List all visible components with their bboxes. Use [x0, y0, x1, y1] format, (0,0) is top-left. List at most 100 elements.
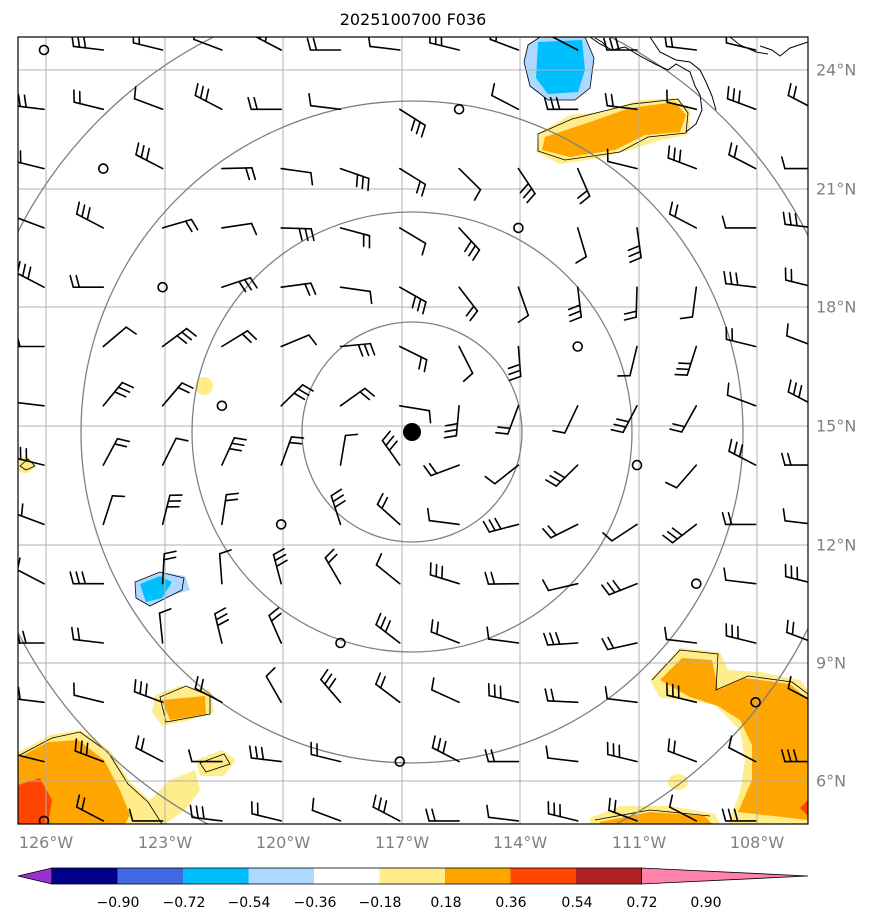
wind-barb	[787, 675, 808, 700]
wind-barb	[330, 488, 346, 526]
wind-barb	[161, 494, 183, 526]
wind-barb	[606, 741, 638, 763]
wind-barb	[550, 37, 579, 51]
wind-barb	[248, 745, 283, 763]
wind-barb	[542, 523, 579, 539]
wind-barb	[69, 571, 105, 585]
wind-barb	[723, 270, 757, 289]
wind-barb	[576, 167, 591, 205]
wind-barb	[311, 797, 342, 822]
colorbar-segment	[314, 868, 380, 884]
wind-barb	[272, 547, 288, 585]
wind-barb	[221, 437, 247, 466]
wind-barb	[71, 626, 105, 644]
calm-wind-marker	[690, 578, 702, 590]
wind-barb	[398, 108, 426, 138]
wind-barb	[627, 227, 642, 264]
wind-barb	[221, 222, 258, 236]
wind-barb	[482, 517, 520, 533]
wind-barb	[602, 523, 638, 542]
colorbar-segment	[117, 868, 183, 884]
wind-barb	[18, 260, 45, 289]
lat-label-18n: 18°N	[816, 297, 857, 317]
wind-barb	[18, 503, 45, 526]
cbar-label-1: −0.72	[162, 895, 206, 911]
wind-barb	[786, 619, 808, 642]
wind-barb	[547, 800, 579, 822]
wind-barb	[721, 215, 757, 229]
wind-barb	[268, 607, 283, 644]
wind-barb	[666, 89, 698, 111]
wind-barb	[601, 579, 638, 596]
wind-barb	[324, 548, 342, 585]
wind-barb	[18, 446, 45, 466]
colorbar	[17, 867, 809, 885]
wind-barb	[102, 326, 137, 348]
wind-barb	[18, 754, 45, 763]
colorbar-segment	[445, 868, 511, 884]
wind-barb	[265, 667, 283, 704]
wind-barb	[517, 286, 530, 324]
wind-barb	[375, 672, 401, 704]
wind-barb	[218, 549, 232, 585]
wind-barb	[484, 571, 520, 585]
cbar-label-5: 0.18	[430, 895, 462, 911]
wind-barb	[308, 93, 342, 111]
wind-barb	[161, 382, 194, 407]
wind-barb	[784, 563, 808, 583]
wind-barb	[425, 808, 460, 822]
colorbar-segment	[52, 868, 118, 884]
wind-barb	[430, 677, 460, 704]
wind-barb	[458, 345, 474, 383]
wind-barb	[780, 749, 808, 763]
wind-barb	[18, 401, 45, 407]
wind-barb	[280, 282, 317, 296]
cbar-label-8: 0.72	[626, 895, 658, 911]
wind-barb	[280, 167, 314, 186]
wind-barb	[484, 464, 520, 485]
calm-wind-marker	[810, 46, 819, 55]
calm-wind-marker	[572, 341, 584, 352]
calm-wind-marker	[513, 222, 524, 234]
wind-barb	[429, 37, 460, 51]
wind-barb	[486, 804, 520, 822]
wind-barbs	[18, 37, 819, 824]
wind-barb	[721, 512, 757, 526]
wind-barb	[18, 630, 45, 644]
colorbar-extend-low	[17, 867, 53, 885]
wind-barb	[543, 632, 579, 646]
wind-barb	[102, 495, 126, 526]
lat-label-15n: 15°N	[816, 416, 857, 436]
wind-barb	[310, 741, 342, 763]
wind-barb	[128, 808, 164, 822]
cbar-label-2: −0.54	[227, 895, 271, 911]
wind-barb	[339, 227, 371, 249]
lat-label-21n: 21°N	[816, 179, 857, 199]
wind-barb	[339, 286, 373, 305]
wind-barb	[194, 82, 223, 111]
wind-barb	[339, 433, 359, 466]
wind-barb	[398, 404, 432, 424]
wind-barb	[545, 464, 579, 487]
lon-label-117w: 117°W	[374, 833, 430, 852]
calm-wind-marker	[98, 163, 109, 174]
wind-barb	[250, 800, 283, 822]
wind-barb	[552, 404, 579, 434]
calm-wind-marker	[750, 696, 761, 708]
lon-label-120w: 120°W	[255, 833, 311, 852]
wind-barb	[429, 562, 460, 585]
wind-barb	[339, 167, 370, 192]
wind-barb	[507, 345, 522, 382]
calm-wind-marker	[335, 637, 346, 649]
range-rings	[18, 37, 808, 824]
calm-wind-marker	[216, 400, 228, 412]
wind-barb	[254, 37, 283, 51]
wind-barb	[187, 749, 223, 763]
wind-barb	[431, 735, 460, 763]
wind-barb	[787, 379, 808, 404]
wind-barb	[667, 738, 698, 763]
wind-barb	[780, 156, 808, 170]
wind-barb	[376, 492, 401, 526]
wind-barb	[668, 794, 698, 822]
map-frame	[17, 36, 809, 825]
